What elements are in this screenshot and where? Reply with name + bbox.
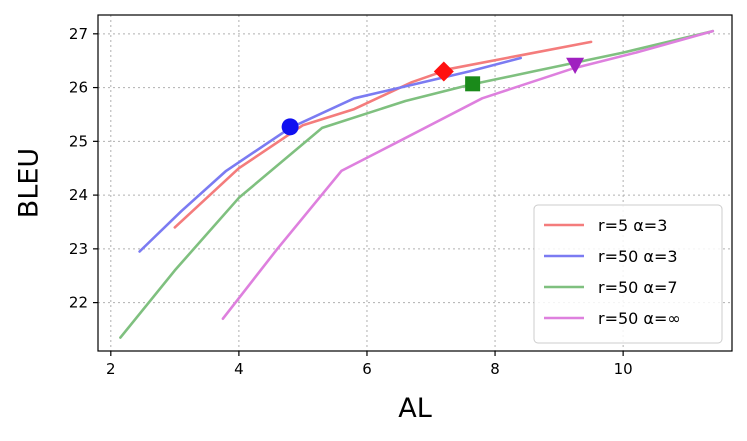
y-tick-label-1: 23 [69,240,88,258]
x-axis-title: AL [398,393,432,424]
series-line-1 [138,56,523,253]
series-marker-1 [281,118,299,136]
legend: r=5 α=3 r=50 α=3 r=50 α=7 r=50 α=∞ [533,204,723,344]
series-markers [281,57,585,136]
y-tick-label-0: 22 [69,294,88,312]
legend-label-2: r=50 α=7 [598,278,678,297]
legend-box [533,204,723,344]
series-marker-2 [465,76,481,92]
series-line-3 [221,29,715,321]
x-tick-label-0: 2 [106,360,116,378]
y-tick-label-2: 24 [69,186,88,204]
series-line-0 [173,40,593,229]
series-lines [119,29,715,339]
legend-label-1: r=50 α=3 [598,247,678,266]
series-line-2 [119,29,715,339]
series-marker-3 [566,57,585,74]
x-tick-label-3: 8 [490,360,500,378]
legend-label-3: r=50 α=∞ [598,309,681,328]
x-tick-label-1: 4 [234,360,244,378]
x-tick-label-4: 10 [614,360,633,378]
plot-frame [97,14,733,352]
y-axis-title: BLEU [14,148,45,218]
legend-label-0: r=5 α=3 [598,216,667,235]
y-tick-label-5: 27 [69,25,88,43]
y-tick-label-4: 26 [69,79,88,97]
series-marker-0 [433,61,454,82]
y-tick-label-3: 25 [69,132,88,150]
x-tick-label-2: 6 [362,360,372,378]
